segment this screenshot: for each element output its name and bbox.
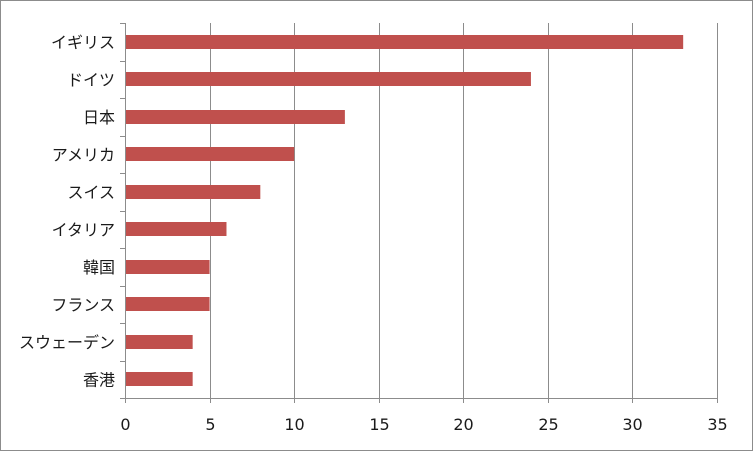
category-label: イタリア — [52, 220, 115, 239]
x-tick-label: 20 — [453, 415, 473, 434]
x-tick-label: 15 — [369, 415, 389, 434]
bars — [126, 35, 684, 386]
x-tick-label: 10 — [284, 415, 304, 434]
category-label: 日本 — [83, 108, 115, 127]
bar — [126, 72, 531, 86]
bar — [126, 335, 193, 349]
x-tick-label: 25 — [538, 415, 558, 434]
x-tick-label: 30 — [622, 415, 642, 434]
bar — [126, 260, 210, 274]
category-label: イギリス — [51, 33, 115, 52]
bar — [126, 35, 684, 49]
axes — [120, 23, 718, 403]
labels: 0 5 10 15 20 25 30 35 イギリスドイツ日本アメリカスイスイタリア韓国フランス… — [19, 33, 728, 434]
bar — [126, 222, 227, 236]
bar — [126, 297, 210, 311]
bar — [126, 110, 345, 124]
category-label: スウェーデン — [19, 333, 115, 352]
x-tick-label: 5 — [205, 415, 215, 434]
category-label: スイス — [67, 183, 115, 202]
category-label: ドイツ — [67, 70, 115, 89]
bar — [126, 185, 261, 199]
bar — [126, 147, 295, 161]
x-tick-label: 35 — [707, 415, 727, 434]
category-label: フランス — [51, 295, 115, 314]
category-label: 韓国 — [83, 258, 115, 277]
category-label: 香港 — [83, 370, 115, 389]
bar — [126, 372, 193, 386]
x-tick-label: 0 — [120, 415, 130, 434]
category-label: アメリカ — [52, 145, 115, 164]
